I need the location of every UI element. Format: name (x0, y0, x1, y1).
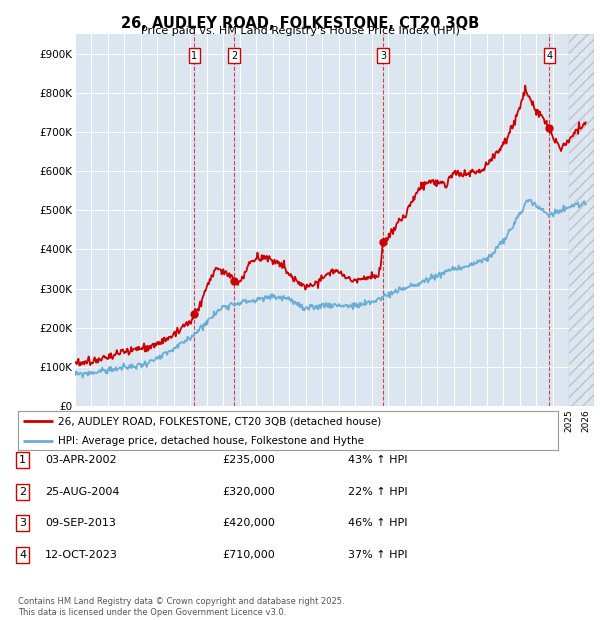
Text: 3: 3 (380, 51, 386, 61)
Text: 37% ↑ HPI: 37% ↑ HPI (348, 550, 407, 560)
Text: 03-APR-2002: 03-APR-2002 (45, 455, 116, 465)
Text: 43% ↑ HPI: 43% ↑ HPI (348, 455, 407, 465)
Text: 12-OCT-2023: 12-OCT-2023 (45, 550, 118, 560)
Text: £235,000: £235,000 (222, 455, 275, 465)
Text: 22% ↑ HPI: 22% ↑ HPI (348, 487, 407, 497)
Text: 25-AUG-2004: 25-AUG-2004 (45, 487, 119, 497)
Text: 2: 2 (19, 487, 26, 497)
Bar (569, 34, 594, 406)
Text: 1: 1 (191, 51, 197, 61)
Text: £420,000: £420,000 (222, 518, 275, 528)
Text: Contains HM Land Registry data © Crown copyright and database right 2025.
This d: Contains HM Land Registry data © Crown c… (18, 598, 344, 617)
Text: 3: 3 (19, 518, 26, 528)
Text: £710,000: £710,000 (222, 550, 275, 560)
Text: 4: 4 (19, 550, 26, 560)
Text: 26, AUDLEY ROAD, FOLKESTONE, CT20 3QB (detached house): 26, AUDLEY ROAD, FOLKESTONE, CT20 3QB (d… (59, 416, 382, 426)
Text: 09-SEP-2013: 09-SEP-2013 (45, 518, 116, 528)
Text: 2: 2 (231, 51, 237, 61)
Text: Price paid vs. HM Land Registry's House Price Index (HPI): Price paid vs. HM Land Registry's House … (140, 26, 460, 36)
Text: 4: 4 (546, 51, 553, 61)
Text: HPI: Average price, detached house, Folkestone and Hythe: HPI: Average price, detached house, Folk… (59, 436, 365, 446)
Text: 46% ↑ HPI: 46% ↑ HPI (348, 518, 407, 528)
Text: £320,000: £320,000 (222, 487, 275, 497)
Text: 1: 1 (19, 455, 26, 465)
Text: 26, AUDLEY ROAD, FOLKESTONE, CT20 3QB: 26, AUDLEY ROAD, FOLKESTONE, CT20 3QB (121, 16, 479, 30)
